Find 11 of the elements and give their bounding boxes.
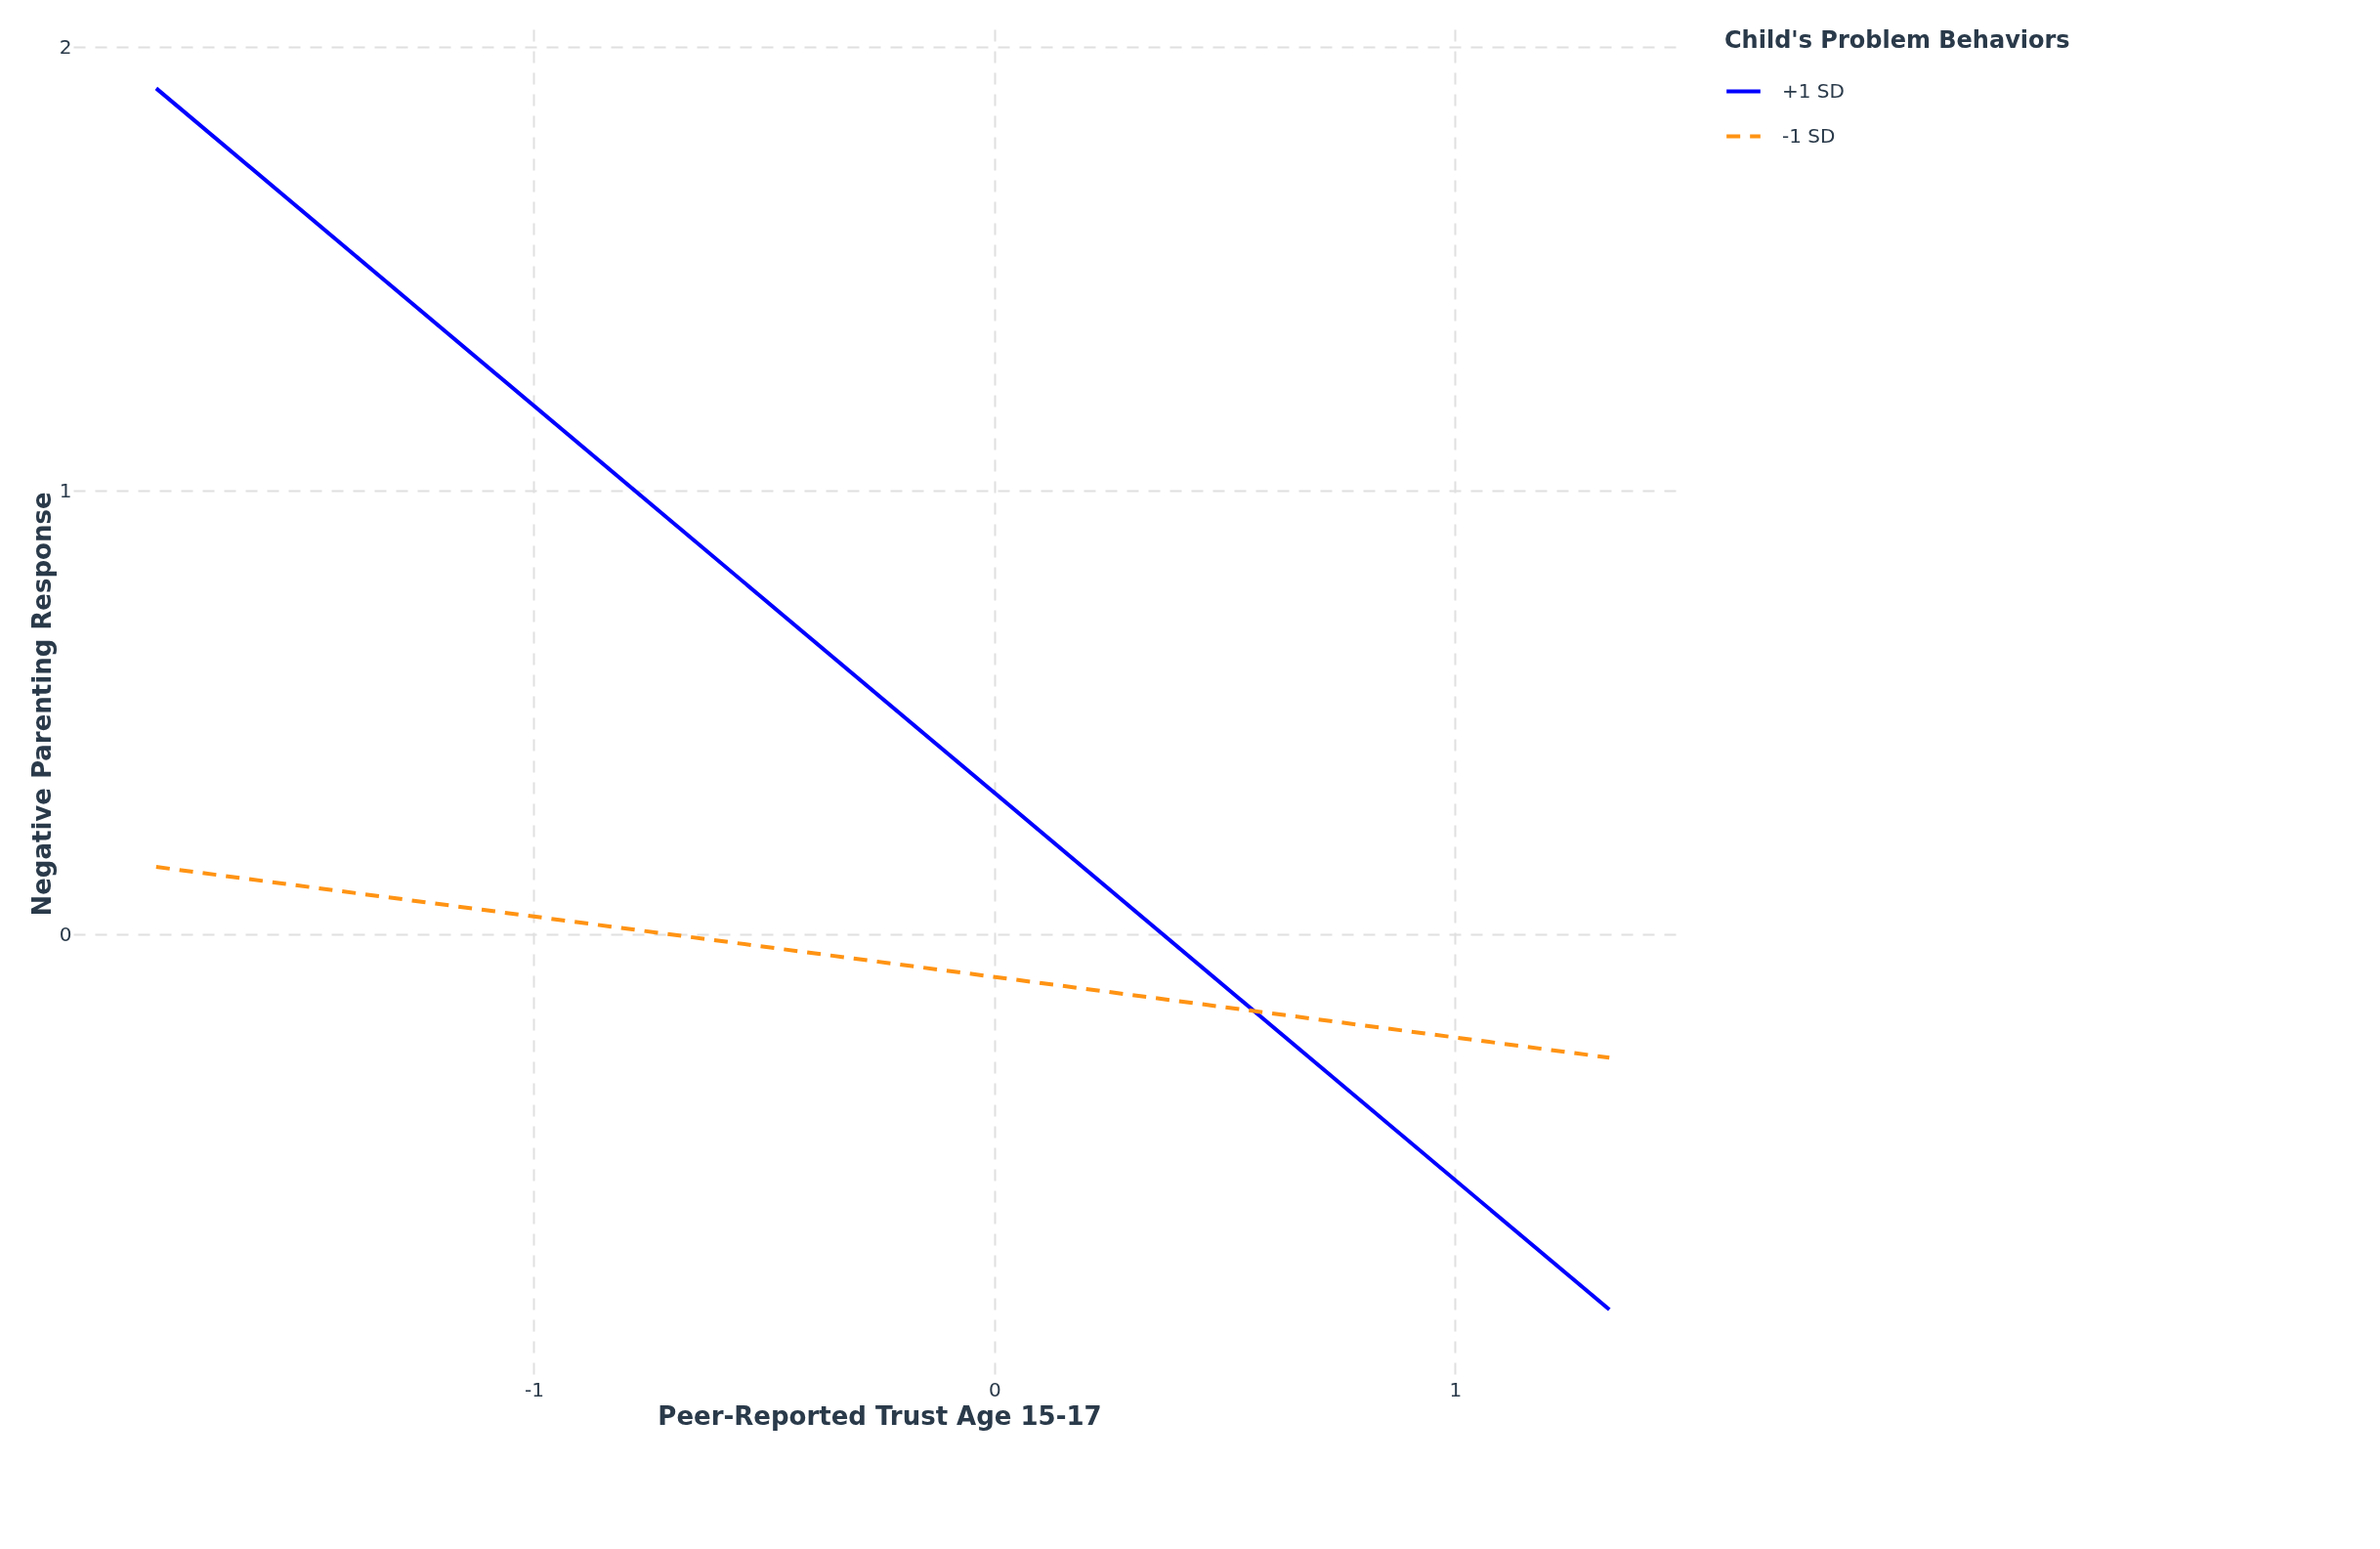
x-tick-label: 0 [988,1377,1001,1401]
legend-title: Child's Problem Behaviors [1724,26,2070,54]
legend-label: +1 SD [1782,78,1845,103]
y-tick-label: 0 [59,922,72,946]
x-tick-label: -1 [524,1377,544,1401]
x-axis-title: Peer-Reported Trust Age 15-17 [658,1400,1102,1431]
y-tick-label: 2 [59,34,72,59]
x-tick-label: 1 [1449,1377,1463,1401]
y-tick-label: 1 [59,478,72,502]
legend-label: -1 SD [1782,123,1836,148]
y-axis-title: Negative Parenting Response [26,492,57,917]
